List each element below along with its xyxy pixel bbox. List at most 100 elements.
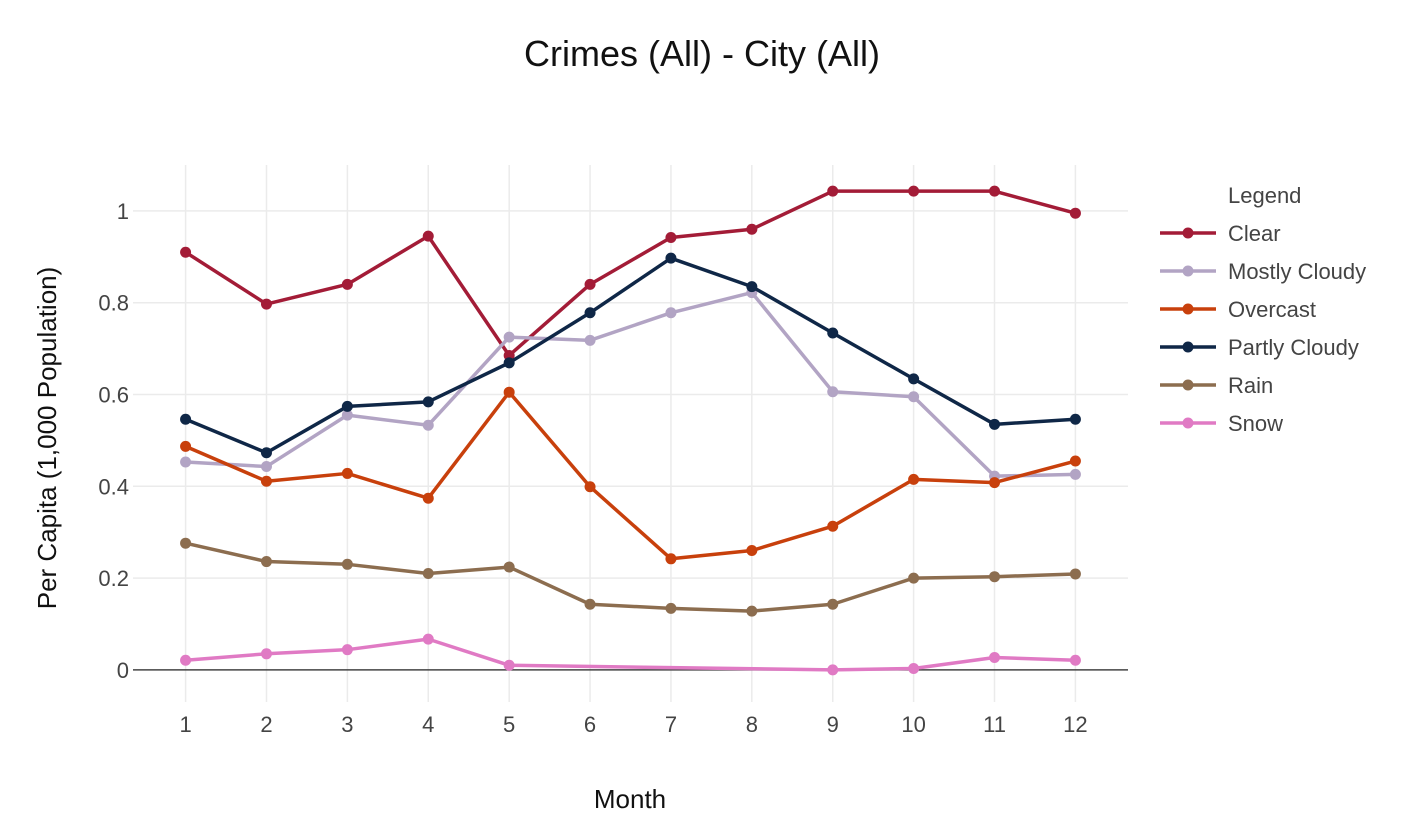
data-point xyxy=(180,413,192,425)
series-snow xyxy=(180,633,1081,676)
data-point xyxy=(908,572,920,584)
legend-item[interactable]: Rain xyxy=(1160,373,1273,398)
data-point xyxy=(1069,468,1081,480)
legend-item[interactable]: Partly Cloudy xyxy=(1160,335,1359,360)
data-point xyxy=(180,440,192,452)
data-point xyxy=(1069,654,1081,666)
y-tick-label: 0.2 xyxy=(98,566,129,591)
legend-label: Snow xyxy=(1228,411,1283,436)
series-partly-cloudy xyxy=(180,252,1081,459)
legend-label: Overcast xyxy=(1228,297,1316,322)
legend-swatch-marker xyxy=(1182,379,1194,391)
data-point xyxy=(584,598,596,610)
x-tick-label: 9 xyxy=(827,712,839,737)
x-tick-label: 1 xyxy=(179,712,191,737)
legend-title: Legend xyxy=(1228,183,1301,208)
data-point xyxy=(260,556,272,568)
data-point xyxy=(180,537,192,549)
series-overcast xyxy=(180,386,1081,565)
x-tick-label: 11 xyxy=(983,712,1006,737)
legend-items: Clear Mostly Cloudy Overcast Partly Cloudy R… xyxy=(1160,221,1366,436)
x-axis-title: Month xyxy=(594,784,666,814)
data-point xyxy=(584,481,596,493)
data-point xyxy=(746,281,758,293)
data-point xyxy=(989,418,1001,430)
y-tick-label: 0.6 xyxy=(98,382,129,407)
y-axis-ticks: 0 0.2 0.4 0.6 0.8 1 xyxy=(98,199,129,683)
x-tick-label: 4 xyxy=(422,712,434,737)
legend-item[interactable]: Clear xyxy=(1160,221,1281,246)
data-point xyxy=(1069,455,1081,467)
series-line xyxy=(184,256,1076,455)
data-point xyxy=(422,230,434,242)
legend-label: Rain xyxy=(1228,373,1273,398)
data-point xyxy=(260,648,272,660)
x-tick-label: 12 xyxy=(1063,712,1087,737)
data-point xyxy=(422,492,434,504)
series-mostly-cloudy xyxy=(180,287,1081,482)
data-point xyxy=(989,185,1001,197)
data-point xyxy=(665,307,677,319)
data-point xyxy=(422,396,434,408)
data-point xyxy=(827,185,839,197)
data-point xyxy=(341,409,353,421)
legend-swatch-marker xyxy=(1182,341,1194,353)
data-point xyxy=(260,447,272,459)
data-point xyxy=(827,598,839,610)
data-point xyxy=(1069,568,1081,580)
legend-label: Clear xyxy=(1228,221,1281,246)
legend-item[interactable]: Mostly Cloudy xyxy=(1160,259,1366,284)
data-point xyxy=(180,654,192,666)
x-tick-label: 5 xyxy=(503,712,515,737)
data-point xyxy=(584,278,596,290)
data-point xyxy=(908,391,920,403)
data-point xyxy=(665,553,677,565)
data-point xyxy=(989,571,1001,583)
series-line xyxy=(185,290,1076,478)
data-point xyxy=(341,278,353,290)
y-tick-label: 0.4 xyxy=(98,474,129,499)
y-tick-label: 0 xyxy=(117,658,129,683)
data-point xyxy=(1069,207,1081,219)
series-layer xyxy=(180,185,1081,676)
data-point xyxy=(827,520,839,532)
data-point xyxy=(908,185,920,197)
data-point xyxy=(180,456,192,468)
data-point xyxy=(746,223,758,235)
x-axis-ticks: 1 2 3 4 5 6 7 8 9 10 11 12 xyxy=(179,712,1087,737)
y-tick-label: 1 xyxy=(117,199,129,224)
data-point xyxy=(503,561,515,573)
data-point xyxy=(746,605,758,617)
data-point xyxy=(1069,413,1081,425)
data-point xyxy=(503,386,515,398)
data-point xyxy=(503,357,515,369)
data-point xyxy=(746,545,758,557)
legend-label: Partly Cloudy xyxy=(1228,335,1359,360)
y-tick-label: 0.8 xyxy=(98,291,129,316)
chart-title: Crimes (All) - City (All) xyxy=(524,33,880,74)
legend-item[interactable]: Snow xyxy=(1160,411,1283,436)
data-point xyxy=(989,477,1001,489)
series-line xyxy=(184,390,1076,561)
legend-item[interactable]: Overcast xyxy=(1160,297,1316,322)
x-tick-label: 6 xyxy=(584,712,596,737)
legend-label: Mostly Cloudy xyxy=(1228,259,1366,284)
data-point xyxy=(341,644,353,656)
x-tick-label: 7 xyxy=(665,712,677,737)
data-point xyxy=(584,307,596,319)
data-point xyxy=(827,327,839,339)
data-point xyxy=(908,373,920,385)
legend-swatch-marker xyxy=(1182,265,1194,277)
series-rain xyxy=(180,537,1081,617)
data-point xyxy=(827,386,839,398)
data-point xyxy=(341,467,353,479)
data-point xyxy=(260,461,272,473)
legend-swatch-marker xyxy=(1182,417,1194,429)
series-clear xyxy=(180,185,1081,361)
x-tick-label: 3 xyxy=(341,712,353,737)
data-point xyxy=(422,419,434,431)
x-gridlines xyxy=(184,165,1077,702)
legend-swatch-marker xyxy=(1182,303,1194,315)
data-point xyxy=(260,475,272,487)
data-point xyxy=(665,232,677,244)
